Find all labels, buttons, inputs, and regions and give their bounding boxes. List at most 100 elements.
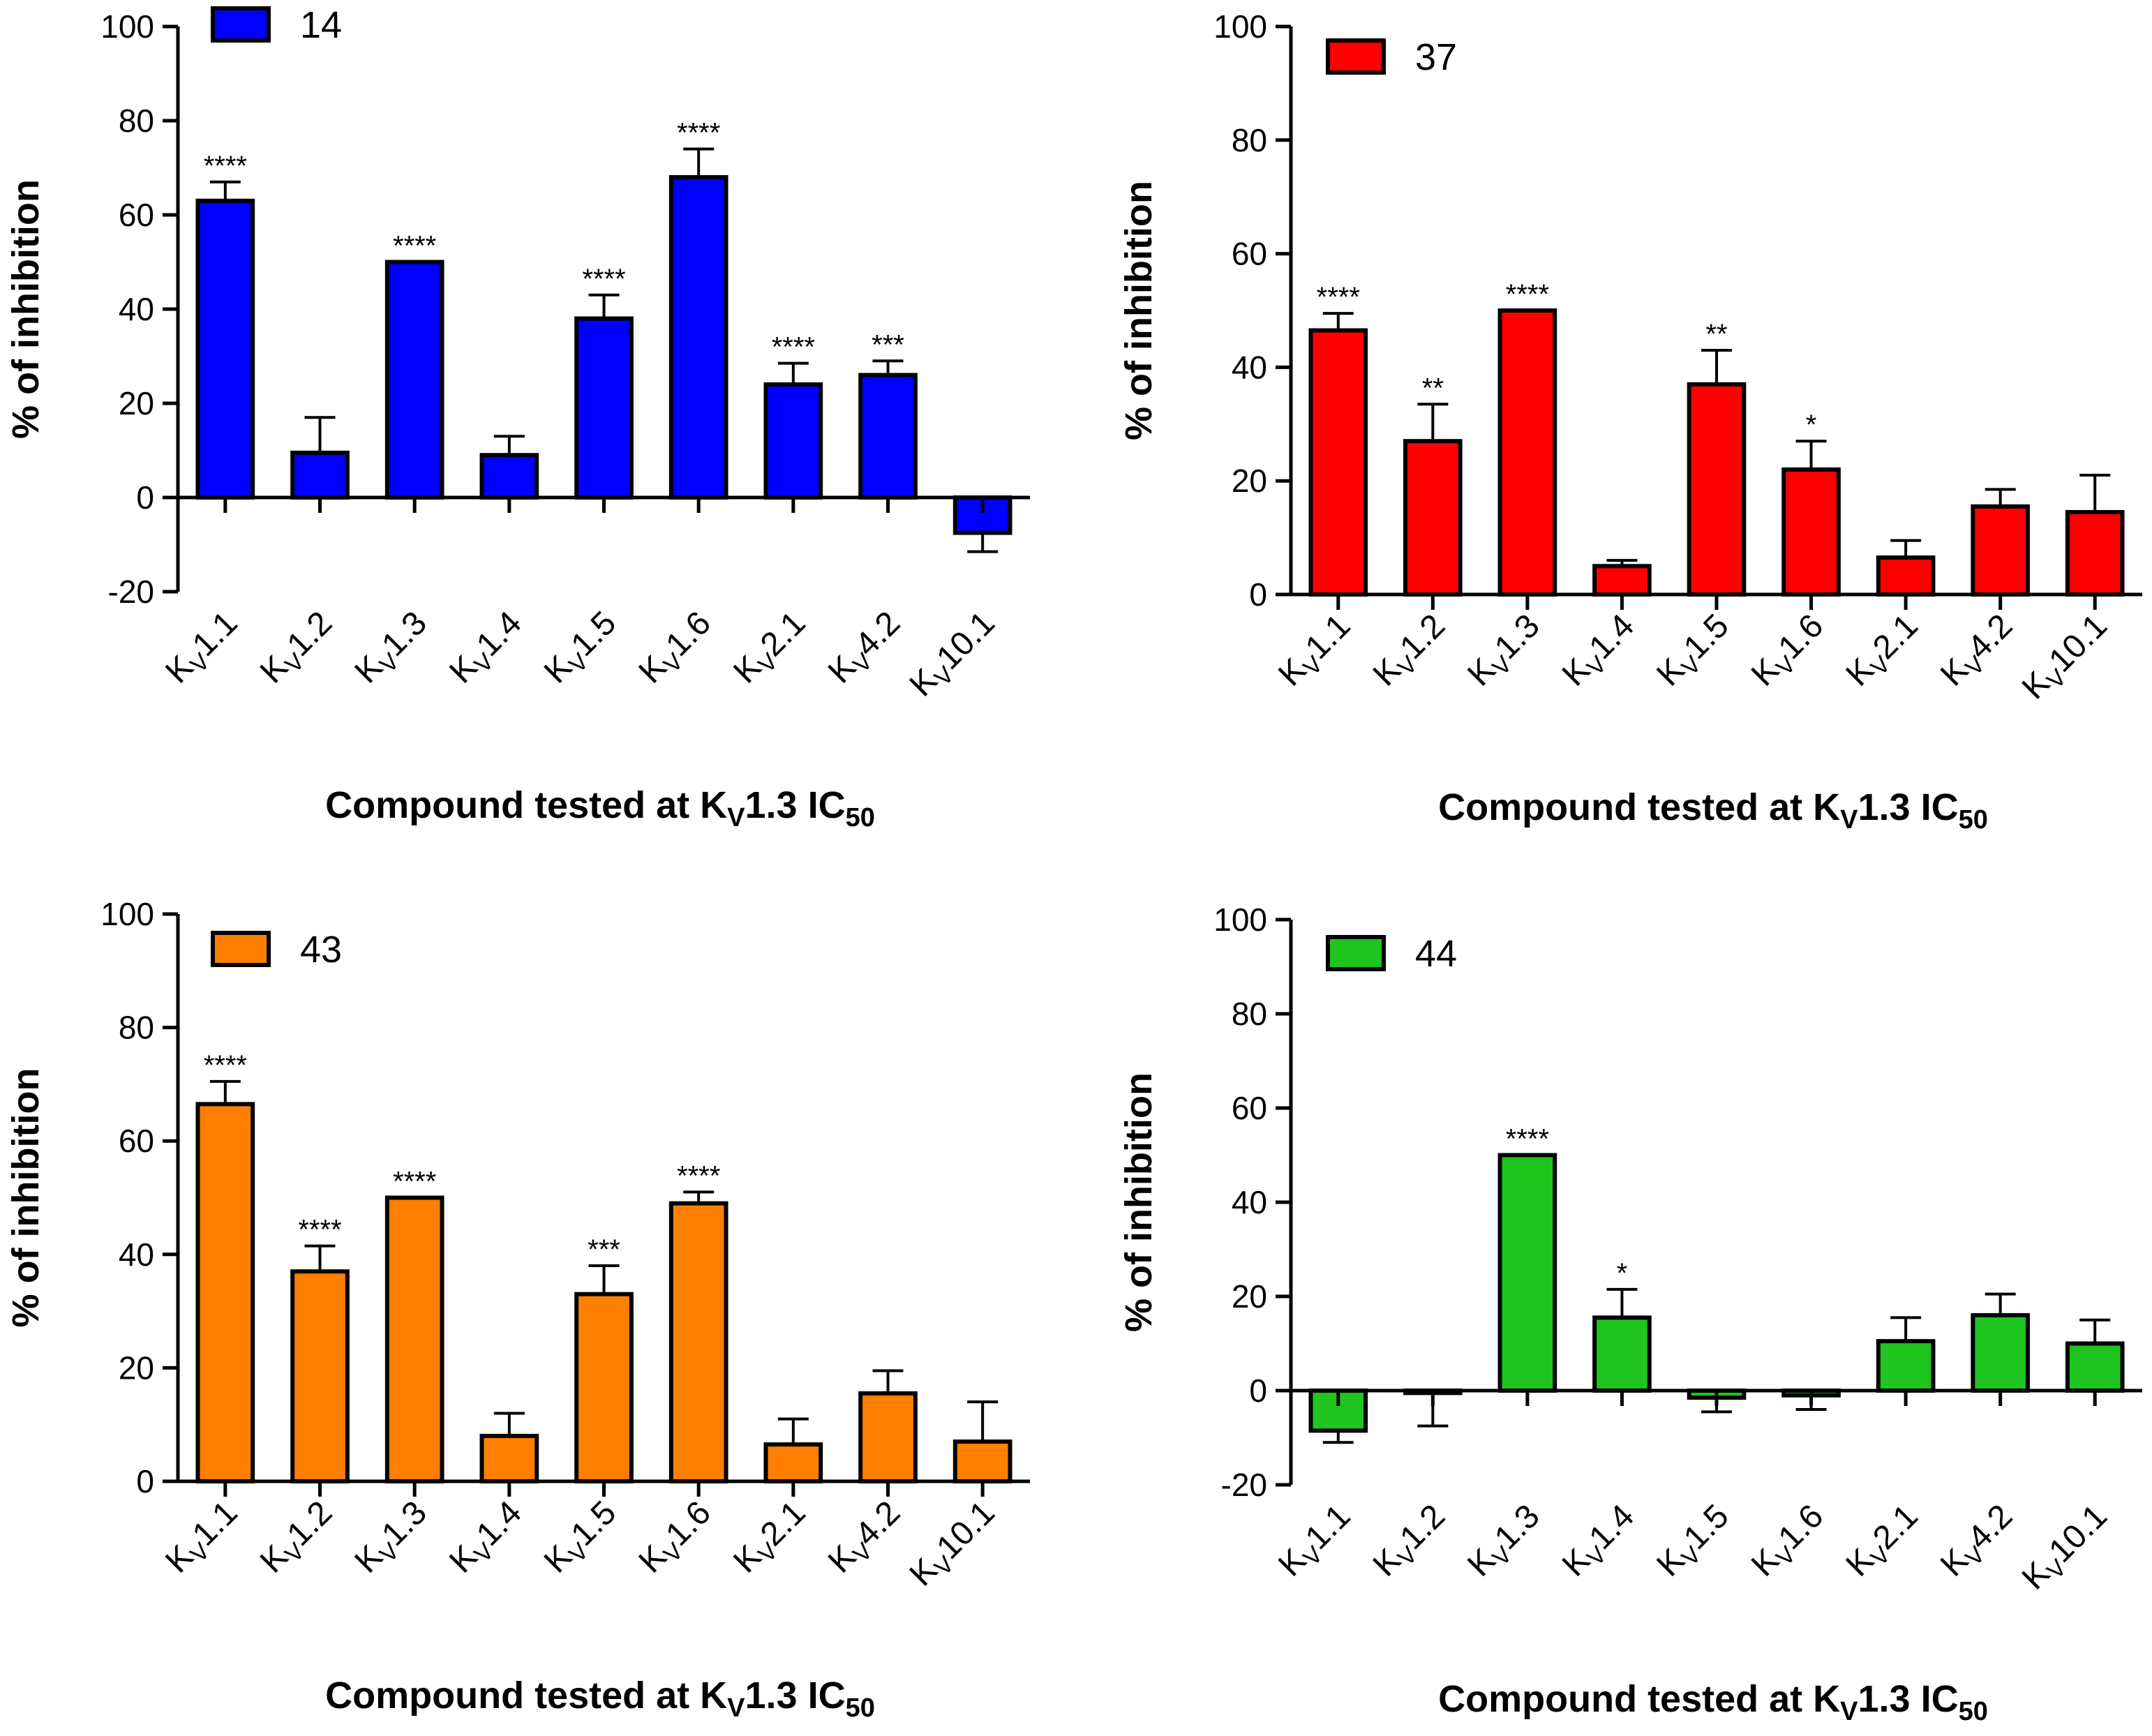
x-tick-label: KV1.6 (632, 604, 722, 694)
x-tick-label: KV1.1 (158, 1494, 248, 1583)
y-tick-label: 0 (1249, 576, 1267, 613)
bar (290, 1269, 350, 1483)
bar (1497, 1153, 1557, 1393)
x-tick-label: KV1.6 (1744, 607, 1834, 696)
y-tick-label: 60 (119, 1123, 154, 1159)
y-tick-label: 0 (136, 1463, 154, 1499)
y-tick-label: 0 (1249, 1372, 1267, 1409)
x-tick-label: KV1.4 (1555, 1497, 1645, 1587)
x-tick-label: KV1.2 (253, 1494, 343, 1583)
y-tick-label: 0 (136, 479, 154, 516)
chart-panel-2: 020406080100****KV1.1**KV1.2****KV1.3KV1… (1118, 8, 2142, 835)
legend-label: 44 (1415, 933, 1457, 975)
y-tick-label: 80 (1232, 122, 1267, 158)
x-tick-label: KV1.3 (1460, 607, 1550, 696)
x-tick-label: KV10.1 (903, 1494, 1006, 1596)
x-tick-label: KV4.2 (1934, 1497, 2023, 1587)
legend-swatch (1326, 935, 1386, 971)
bar (1592, 564, 1652, 597)
significance-label: * (1806, 410, 1817, 440)
significance-label: * (1617, 1258, 1628, 1289)
x-tick-label: KV1.3 (348, 1494, 438, 1583)
bar (763, 382, 823, 500)
significance-label: **** (1506, 1124, 1549, 1155)
y-axis-title: % of inhibition (5, 1068, 47, 1328)
y-tick-label: 100 (100, 8, 154, 45)
bar (1403, 439, 1463, 597)
x-tick-label: KV1.5 (1650, 607, 1739, 696)
x-tick-label: KV1.6 (632, 1494, 722, 1583)
y-tick-label: 40 (119, 1236, 154, 1273)
bar (574, 316, 634, 500)
y-tick-label: 20 (1232, 463, 1267, 499)
significance-label: **** (204, 1050, 247, 1081)
x-tick-label: KV1.1 (1271, 1497, 1361, 1587)
x-tick-label: KV4.2 (821, 1494, 911, 1583)
x-tick-label: KV1.2 (1366, 607, 1456, 696)
x-tick-label: KV4.2 (821, 604, 911, 694)
bar (195, 198, 255, 500)
bar (858, 1391, 918, 1483)
x-tick-label: KV1.1 (1271, 607, 1361, 696)
bar (384, 260, 444, 500)
y-tick-label: 40 (119, 291, 154, 327)
legend-swatch (211, 931, 271, 967)
x-axis-title: Compound tested at KV1.3 IC50 (1438, 786, 1988, 835)
bar (1308, 328, 1368, 597)
bar (668, 1201, 728, 1483)
y-tick-label: 40 (1232, 349, 1267, 385)
significance-label: **** (393, 231, 436, 262)
y-tick-label: 100 (1213, 901, 1267, 938)
significance-label: **** (393, 1167, 436, 1197)
x-tick-label: KV2.1 (726, 1494, 816, 1583)
y-axis-title: % of inhibition (5, 179, 47, 439)
x-tick-label: KV4.2 (1934, 607, 2023, 696)
bar (479, 1433, 539, 1483)
y-tick-label: -20 (108, 574, 154, 610)
x-tick-label: KV1.5 (537, 604, 627, 694)
y-tick-label: 100 (1213, 8, 1267, 45)
legend-swatch (211, 6, 271, 43)
x-tick-label: KV1.2 (253, 604, 343, 694)
x-tick-label: KV2.1 (726, 604, 816, 694)
bar (1687, 382, 1747, 597)
significance-label: **** (298, 1215, 341, 1245)
x-tick-label: KV1.5 (1650, 1497, 1739, 1587)
x-tick-label: KV1.4 (442, 604, 532, 694)
chart-panel-1: -20020406080100****KV1.1KV1.2****KV1.3KV… (5, 4, 1030, 832)
y-tick-label: 20 (119, 1349, 154, 1386)
bar (1876, 555, 1936, 597)
y-tick-label: 100 (100, 896, 154, 932)
y-tick-label: 80 (1232, 996, 1267, 1032)
x-tick-label: KV1.5 (537, 1494, 627, 1583)
bar (195, 1102, 255, 1483)
x-tick-label: KV1.6 (1744, 1497, 1834, 1587)
significance-label: **** (677, 118, 720, 149)
y-tick-label: 60 (1232, 1090, 1267, 1126)
legend-swatch (1326, 38, 1386, 75)
y-tick-label: 40 (1232, 1184, 1267, 1220)
x-tick-label: KV1.3 (348, 604, 438, 694)
bar (290, 450, 350, 500)
significance-label: **** (204, 151, 247, 181)
chart-panel-3: 020406080100****KV1.1****KV1.2****KV1.3K… (5, 896, 1030, 1723)
x-tick-label: KV1.2 (1366, 1497, 1456, 1587)
bar (1781, 467, 1841, 597)
bar (1592, 1315, 1652, 1393)
x-tick-label: KV1.1 (158, 604, 248, 694)
bar (479, 453, 539, 500)
y-tick-label: 80 (119, 103, 154, 139)
bar (2065, 1341, 2125, 1393)
bar (668, 175, 728, 500)
x-tick-label: KV1.4 (442, 1494, 532, 1583)
bar (2065, 509, 2125, 597)
significance-label: **** (1506, 279, 1549, 310)
x-tick-label: KV2.1 (1839, 607, 1929, 696)
x-tick-label: KV10.1 (2015, 1497, 2118, 1600)
x-tick-label: KV10.1 (903, 604, 1006, 707)
significance-label: **** (582, 264, 625, 294)
significance-label: ** (1705, 319, 1727, 350)
bar (384, 1195, 444, 1483)
